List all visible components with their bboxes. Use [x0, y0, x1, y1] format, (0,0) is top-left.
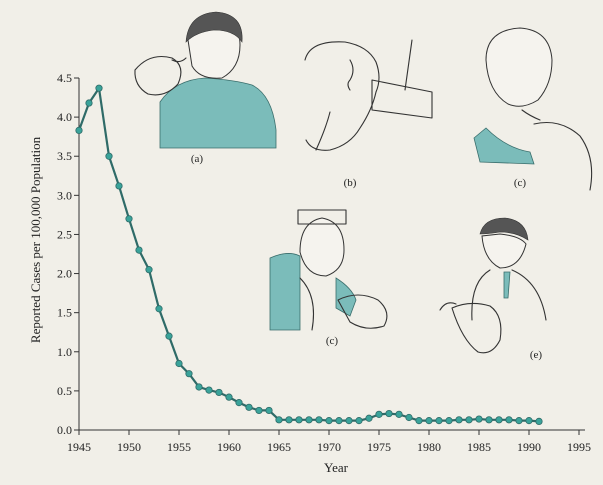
data-point [255, 406, 263, 415]
data-point [395, 410, 403, 418]
data-point [485, 416, 493, 424]
y-tick-label: 0.5 [57, 384, 72, 398]
data-point [235, 399, 243, 407]
x-axis-title: Year [324, 460, 349, 475]
x-tick-label: 1970 [317, 440, 341, 454]
data-point [375, 410, 383, 418]
data-point [295, 416, 303, 424]
y-tick-label: 4.5 [57, 71, 72, 85]
illustration-c-top: (c) [473, 27, 593, 191]
data-point [205, 386, 213, 394]
data-point [505, 416, 513, 424]
data-point [525, 417, 533, 425]
x-tick-label: 1955 [167, 440, 191, 454]
plot-area [75, 84, 543, 425]
data-point [165, 332, 173, 340]
y-axis-title: Reported Cases per 100,000 Population [28, 136, 43, 343]
data-point [315, 416, 323, 424]
x-axis-ticks: 1945 1950 1955 1960 1965 1970 1975 1980 1985 1990… [67, 430, 591, 454]
panel-label-c-middle: (c) [326, 335, 339, 347]
x-tick-label: 1960 [217, 440, 241, 454]
y-tick-label: 4.0 [57, 110, 72, 124]
chart-axes: 1945 1950 1955 1960 1965 1970 1975 1980 1985 1990… [28, 71, 591, 475]
data-point [265, 406, 273, 415]
data-point [455, 416, 463, 424]
x-tick-label: 1980 [417, 440, 441, 454]
data-point [155, 305, 163, 313]
x-tick-label: 1965 [267, 440, 291, 454]
data-point [135, 246, 143, 254]
y-tick-label: 0.0 [57, 423, 72, 437]
data-point [145, 266, 153, 274]
data-point [275, 416, 283, 424]
illustration-c-middle: (c) [269, 209, 388, 347]
y-tick-label: 2.0 [57, 267, 72, 281]
data-point [245, 403, 253, 411]
data-point [405, 413, 413, 422]
data-point [335, 417, 343, 425]
data-point [115, 182, 123, 190]
data-point [465, 416, 473, 424]
x-tick-label: 1945 [67, 440, 91, 454]
y-tick-label: 2.5 [57, 227, 72, 241]
data-point [345, 417, 353, 425]
data-point [305, 416, 313, 424]
data-point [225, 393, 233, 401]
data-point [85, 99, 93, 107]
data-point [75, 126, 83, 135]
y-axis-ticks: 0.0 0.5 1.0 1.5 2.0 2.5 3.0 3.5 4.0 4.5 [57, 71, 79, 437]
data-point [475, 415, 483, 423]
data-point [355, 417, 363, 425]
data-point [365, 414, 373, 422]
illustration-e: (e) [439, 217, 547, 361]
data-point [435, 417, 443, 425]
data-point [445, 417, 453, 425]
data-point [495, 416, 503, 424]
y-tick-label: 3.5 [57, 149, 72, 163]
series-markers [75, 84, 543, 425]
data-point [105, 152, 113, 160]
data-point [385, 409, 393, 418]
panel-label-c-top: (c) [514, 177, 527, 189]
data-point [325, 417, 333, 425]
x-tick-label: 1975 [367, 440, 391, 454]
illustration-a: (a) [134, 11, 277, 165]
data-point [515, 417, 523, 425]
data-point [185, 370, 193, 378]
panel-label-b: (b) [344, 177, 357, 189]
y-tick-label: 3.0 [57, 188, 72, 202]
data-point [125, 215, 133, 223]
illustrations: (a) (b) (c) (c) [134, 11, 593, 361]
panel-label-e: (e) [530, 349, 543, 361]
data-point [285, 416, 293, 424]
x-tick-label: 1985 [467, 440, 491, 454]
y-tick-label: 1.0 [57, 345, 72, 359]
x-tick-label: 1990 [517, 440, 541, 454]
data-point [215, 388, 223, 397]
data-point [175, 359, 183, 368]
data-point [415, 417, 423, 425]
illustration-b: (b) [304, 39, 433, 189]
x-tick-label: 1950 [117, 440, 141, 454]
panel-label-a: (a) [191, 153, 204, 165]
data-point [195, 383, 203, 391]
data-point [425, 417, 433, 425]
x-tick-label: 1995 [567, 440, 591, 454]
y-tick-label: 1.5 [57, 306, 72, 320]
data-point [95, 84, 103, 92]
data-point [535, 417, 543, 425]
